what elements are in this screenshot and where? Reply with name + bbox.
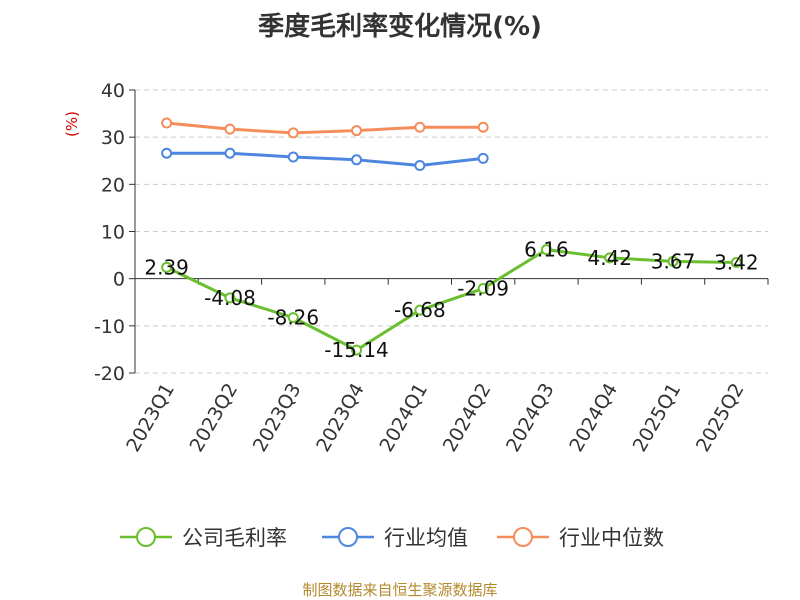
- data-label: 3.67: [651, 249, 696, 273]
- data-point: [287, 312, 299, 324]
- x-tick-label: 2024Q2: [439, 380, 496, 456]
- data-point: [730, 257, 742, 269]
- y-tick-label: 20: [101, 174, 125, 196]
- legend-label: 行业均值: [384, 526, 468, 550]
- data-point: [287, 127, 299, 139]
- data-point: [351, 125, 363, 137]
- x-tick-label: 2024Q3: [502, 380, 559, 456]
- y-tick-label: -20: [94, 363, 125, 385]
- legend-marker: [513, 527, 533, 547]
- data-label: -4.08: [204, 286, 256, 310]
- legend-marker: [338, 527, 358, 547]
- x-tick-label: 2023Q2: [186, 380, 243, 456]
- x-tick-label: 2024Q4: [565, 380, 622, 456]
- y-tick-label: 10: [101, 222, 125, 244]
- data-labels: 2.39 -4.08 -8.26-15.14-6.68 -2.09 6.16 4.42 3.…: [144, 238, 758, 362]
- x-tick-label: 2025Q1: [629, 380, 686, 456]
- data-label: 6.16: [524, 238, 569, 262]
- data-point: [161, 261, 173, 273]
- data-label: -8.26: [267, 306, 319, 330]
- data-point: [477, 121, 489, 133]
- x-tick-label: 2023Q4: [312, 380, 369, 456]
- data-point: [161, 117, 173, 129]
- data-point: [414, 121, 426, 133]
- data-point: [224, 147, 236, 159]
- legend-marker: [136, 527, 156, 547]
- data-point: [667, 255, 679, 267]
- series-line: [166, 121, 484, 135]
- legend-item[interactable]: 行业中位数: [497, 526, 664, 550]
- y-tick-label: 30: [101, 127, 125, 149]
- legend-label: 公司毛利率: [182, 526, 287, 550]
- data-point: [414, 304, 426, 316]
- y-tick-label: 0: [113, 269, 125, 291]
- data-point: [604, 252, 616, 264]
- x-tick-label: 2024Q1: [375, 380, 432, 456]
- series-layer: [161, 117, 742, 356]
- series-line: [166, 151, 484, 167]
- legend: 公司毛利率 行业均值 行业中位数: [120, 526, 664, 550]
- y-tick-label: 40: [101, 80, 125, 102]
- y-tick-label: -10: [94, 316, 125, 338]
- data-label: 4.42: [587, 246, 632, 270]
- grid-lines: [135, 89, 768, 374]
- data-point: [224, 123, 236, 135]
- data-point: [224, 292, 236, 304]
- data-point: [351, 344, 363, 356]
- data-point: [287, 151, 299, 163]
- data-label: -6.68: [394, 298, 446, 322]
- y-axis-unit: (%): [63, 111, 81, 137]
- chart-title: 季度毛利率变化情况(%): [258, 12, 542, 42]
- legend-label: 行业中位数: [559, 526, 664, 550]
- series-line: [165, 248, 737, 352]
- x-tick-label: 2023Q1: [122, 380, 179, 456]
- data-label: -15.14: [324, 338, 388, 362]
- data-label: -2.09: [457, 277, 509, 301]
- data-point: [540, 244, 552, 256]
- data-point: [351, 154, 363, 166]
- data-point: [161, 147, 173, 159]
- data-label: 3.42: [714, 251, 759, 275]
- data-point: [414, 159, 426, 171]
- x-tick-label: 2025Q2: [692, 380, 749, 456]
- legend-item[interactable]: 公司毛利率: [120, 526, 287, 550]
- legend-item[interactable]: 行业均值: [322, 526, 468, 550]
- source-note: 制图数据来自恒生聚源数据库: [302, 581, 498, 599]
- data-point: [477, 283, 489, 295]
- data-label: 2.39: [144, 255, 189, 279]
- data-point: [477, 152, 489, 164]
- x-tick-label: 2023Q3: [249, 380, 306, 456]
